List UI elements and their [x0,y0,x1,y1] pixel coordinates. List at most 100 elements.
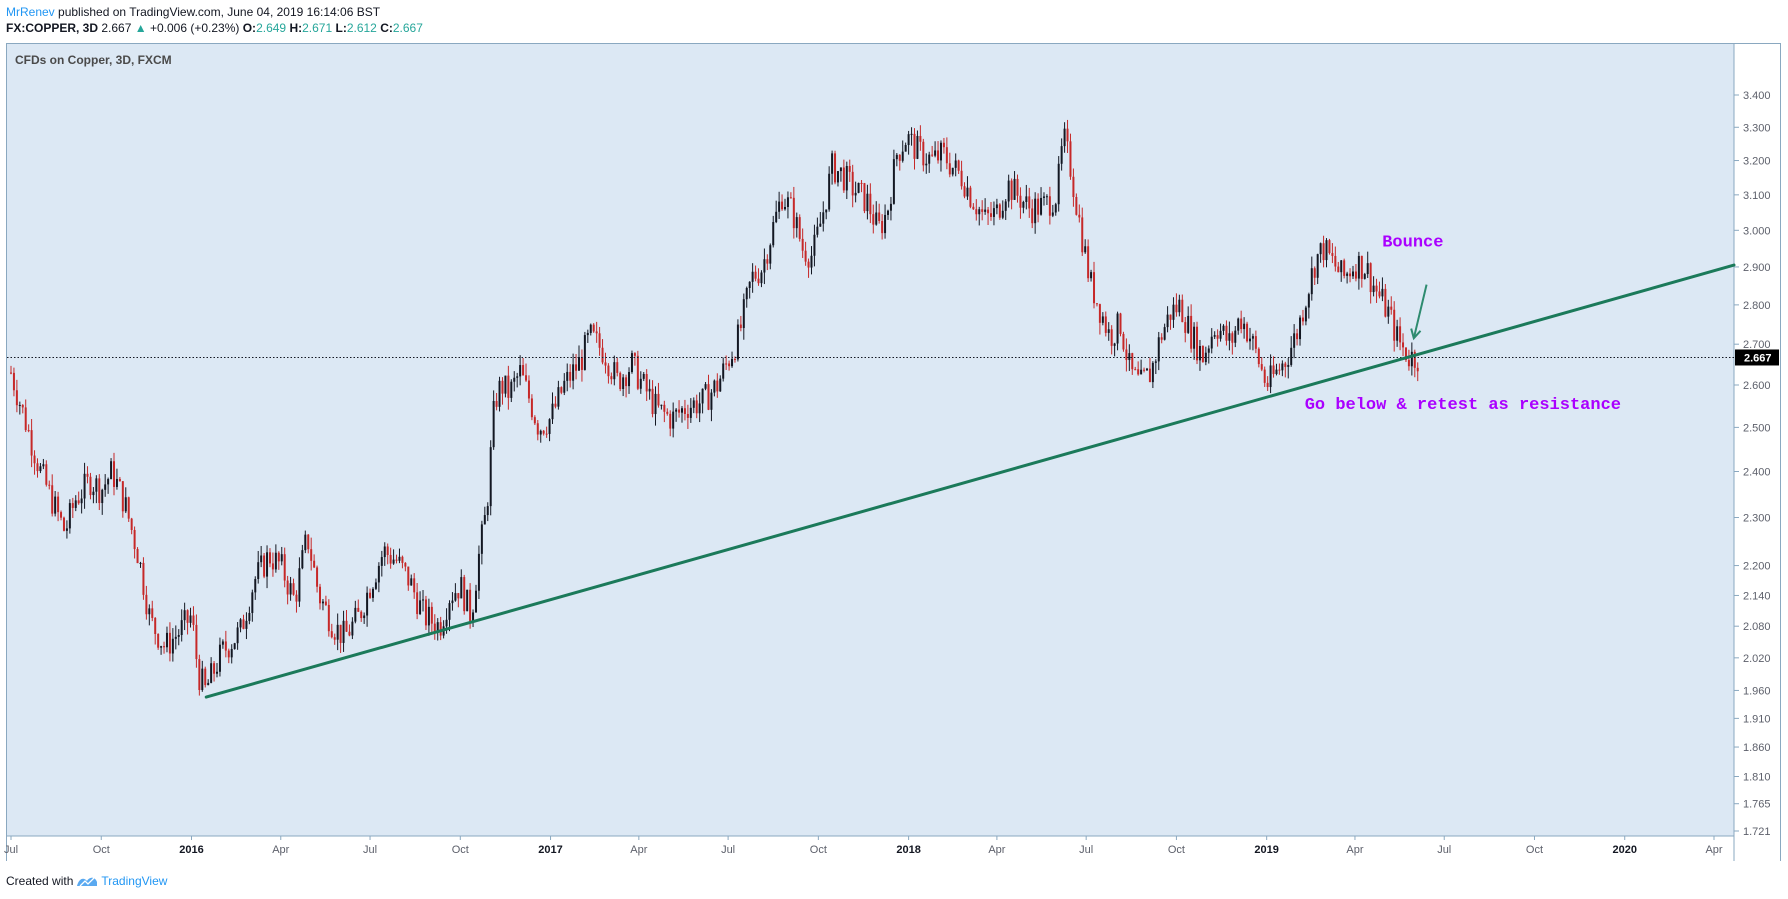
candle-down [333,637,336,640]
candle-up [124,497,127,512]
candle-up [419,600,422,615]
candle-up [731,358,734,367]
candle-up [701,388,704,404]
candle-up [1084,246,1087,253]
x-tick-label: Apr [1705,844,1722,856]
candle-up [483,515,486,525]
candle-down [1322,243,1325,261]
candle-up [201,668,204,691]
candle-down [1284,363,1287,367]
candle-up [1299,317,1302,340]
candle-down [669,413,672,429]
candle-up [704,384,707,389]
candle-down [33,455,36,464]
candle-down [545,433,548,435]
candle-up [660,404,663,406]
candle-down [1313,268,1316,278]
candle-down [121,481,124,512]
candle-up [1310,268,1313,295]
candle-down [663,404,666,412]
candle-up [354,607,357,622]
tradingview-link[interactable]: TradingView [101,874,168,888]
candle-down [1048,196,1051,216]
candle-down [851,171,854,196]
candle-down [625,377,628,387]
candle-up [563,380,566,393]
x-tick-label: Oct [1168,844,1185,856]
y-tick-label: 2.080 [1743,621,1771,633]
candle-down [945,147,948,164]
y-tick-label: 2.600 [1743,380,1771,392]
y-tick-label: 2.700 [1743,339,1771,351]
candle-down [975,209,978,215]
candle-down [145,594,148,615]
candle-up [1269,365,1272,388]
candle-down [1390,306,1393,310]
candle-up [510,381,513,398]
candle-down [268,552,271,564]
candle-up [1293,333,1296,348]
candle-down [1343,260,1346,276]
candle-down [157,634,160,648]
candle-up [1366,263,1369,275]
candle-down [848,165,851,172]
candle-up [1243,323,1246,330]
candle-down [607,365,610,377]
candle-down [633,353,636,356]
candle-up [1387,306,1390,317]
last-price-tag [1735,349,1779,366]
candle-up [274,552,277,570]
candle-up [342,620,345,643]
candle-up [710,392,713,410]
candle-up [451,600,454,604]
candle-up [1163,327,1166,340]
candle-up [548,419,551,434]
candle-up [1325,240,1328,261]
candle-down [530,398,533,418]
x-tick-label: 2018 [896,844,920,856]
candle-down [948,163,951,175]
candle-up [466,589,469,612]
x-tick-label: Jul [363,844,377,856]
candle-up [374,582,377,589]
candle-down [1278,369,1281,371]
candle-down [1296,333,1299,340]
candle-up [148,608,151,615]
candle-up [83,473,86,499]
candle-up [928,154,931,164]
candle-down [1095,303,1098,305]
candle-up [65,528,68,531]
symbol-line: FX:COPPER, 3D 2.667 ▲ +0.006 (+0.23%) O:… [6,20,423,36]
candle-up [642,374,645,379]
footer: Created with TradingView [6,873,167,889]
candle-down [1134,369,1137,371]
close-value: 2.667 [392,21,423,35]
y-tick-label: 2.200 [1743,561,1771,573]
candle-up [1307,294,1310,308]
candle-up [301,550,304,569]
y-tick-label: 3.400 [1743,90,1771,102]
candle-up [1004,201,1007,211]
candle-up [180,620,183,636]
candle-up [1151,362,1154,383]
x-tick-label: Apr [272,844,289,856]
candle-down [728,363,731,367]
candle-up [748,281,751,288]
candle-down [118,478,121,482]
candle-down [186,610,189,623]
candle-down [1072,176,1075,198]
candle-up [427,606,430,626]
candle-up [1316,254,1319,278]
candle-up [577,357,580,371]
x-tick-label: Oct [1526,844,1543,856]
candle-down [913,133,916,159]
author-link[interactable]: MrRenev [6,5,55,19]
candle-up [1128,353,1131,361]
candle-down [227,650,230,658]
candle-down [878,212,881,221]
candle-up [1372,285,1375,293]
candle-down [1416,367,1419,372]
candle-down [604,362,607,366]
candle-down [575,364,578,371]
